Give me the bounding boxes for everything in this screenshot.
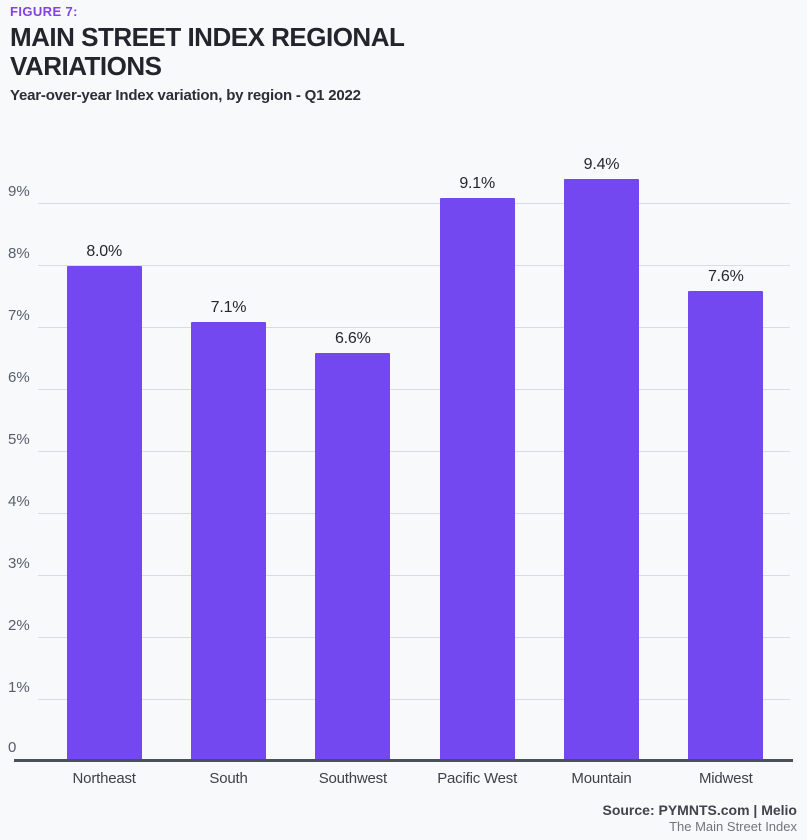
bar-column: 7.6% bbox=[664, 140, 788, 762]
bar bbox=[190, 321, 266, 762]
bar bbox=[563, 179, 639, 762]
gridline bbox=[38, 389, 790, 390]
bars-row: 8.0% 7.1% 6.6% 9.1% 9.4% 7.6% bbox=[42, 140, 788, 762]
source-line: Source: PYMNTS.com | Melio bbox=[602, 801, 797, 818]
gridline bbox=[38, 699, 790, 700]
y-tick-label: 9% bbox=[8, 183, 30, 200]
figure-label: FIGURE 7: bbox=[10, 4, 78, 19]
x-axis-label: Southwest bbox=[318, 770, 387, 787]
x-axis-label: Northeast bbox=[72, 770, 136, 787]
gridline bbox=[38, 513, 790, 514]
y-tick-label: 2% bbox=[8, 617, 30, 634]
gridline bbox=[38, 203, 790, 204]
y-tick-label: 6% bbox=[8, 369, 30, 386]
bar bbox=[688, 290, 764, 762]
x-axis-label: Mountain bbox=[571, 770, 632, 787]
chart-subtitle: Year-over-year Index variation, by regio… bbox=[10, 87, 361, 105]
bar bbox=[66, 266, 142, 762]
y-tick-label: 0 bbox=[8, 739, 17, 756]
x-axis-label: Pacific West bbox=[437, 770, 518, 787]
source-subline: The Main Street Index bbox=[669, 819, 797, 835]
y-tick-label: 3% bbox=[8, 555, 30, 572]
bar-chart: 0 1% 2% 3% 4% 5% 6% 7% 8% 9% 8.0% 7.1% 6.6% 9.1% 9.4%… bbox=[0, 140, 807, 762]
gridline bbox=[38, 265, 790, 266]
bar bbox=[439, 197, 515, 762]
chart-header: FIGURE 7: MAIN STREET INDEX REGIONAL VAR… bbox=[10, 4, 797, 104]
bar-column: 6.6% bbox=[291, 140, 415, 762]
bar-value-label: 8.0% bbox=[86, 243, 122, 260]
bar-column: 9.4% bbox=[539, 140, 663, 762]
bar-value-label: 6.6% bbox=[334, 329, 371, 347]
y-tick-label: 4% bbox=[8, 493, 30, 510]
gridline bbox=[38, 575, 790, 576]
gridline bbox=[38, 637, 790, 638]
bar-column: 7.1% bbox=[166, 140, 290, 762]
x-axis-baseline bbox=[14, 759, 793, 762]
x-axis-label: Midwest bbox=[698, 770, 753, 787]
bar bbox=[315, 352, 391, 762]
bar-value-label: 9.4% bbox=[583, 156, 620, 174]
x-axis-labels: Northeast South Southwest Pacific West Mount… bbox=[42, 770, 788, 787]
y-tick-label: 7% bbox=[8, 307, 30, 324]
y-tick-label: 8% bbox=[8, 245, 30, 262]
bar-column: 8.0% bbox=[42, 140, 166, 762]
bar-column: 9.1% bbox=[415, 140, 539, 762]
gridline bbox=[38, 451, 790, 452]
y-tick-label: 5% bbox=[8, 431, 30, 448]
gridline bbox=[38, 327, 790, 328]
source-footer: Source: PYMNTS.com | Melio The Main Stre… bbox=[602, 801, 797, 836]
bar-value-label: 7.1% bbox=[210, 298, 247, 316]
bar-value-label: 7.6% bbox=[707, 267, 744, 285]
y-tick-label: 1% bbox=[8, 679, 30, 696]
x-axis-label: South bbox=[209, 770, 248, 787]
bar-value-label: 9.1% bbox=[459, 174, 495, 192]
chart-title: MAIN STREET INDEX REGIONAL VARIATIONS bbox=[10, 22, 404, 82]
